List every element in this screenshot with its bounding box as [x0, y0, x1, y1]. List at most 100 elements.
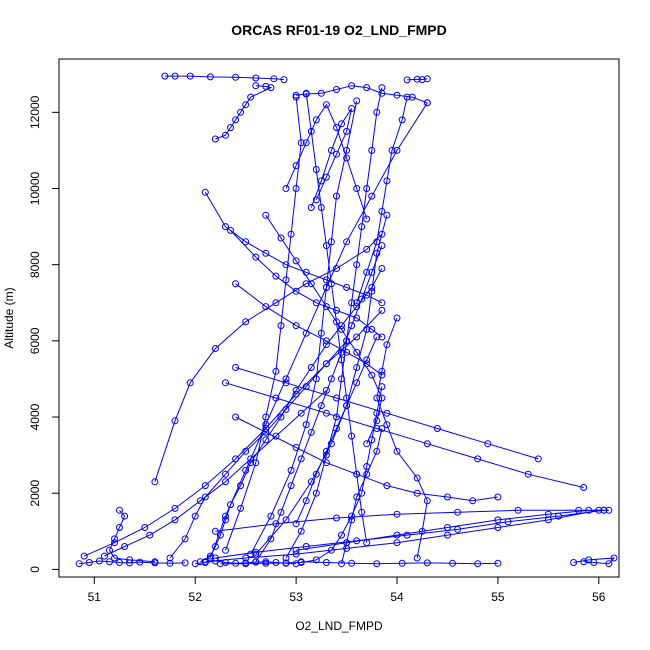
data-point: [237, 108, 245, 116]
data-point: [262, 249, 270, 257]
data-point: [378, 425, 386, 432]
data-point: [307, 204, 315, 211]
data-point: [494, 524, 502, 531]
series-line: [301, 561, 498, 565]
data-point: [348, 322, 356, 330]
data-point: [363, 539, 371, 547]
data-point: [267, 84, 275, 92]
data-point: [302, 89, 310, 97]
data-point: [403, 93, 411, 101]
data-point: [327, 375, 335, 383]
data-point: [312, 470, 320, 478]
series-line: [205, 509, 599, 563]
data-point: [413, 554, 421, 562]
data-point: [494, 559, 502, 567]
data-point: [373, 425, 381, 432]
data-point: [373, 249, 381, 257]
data-point: [307, 364, 315, 371]
data-point: [242, 447, 250, 455]
data-point: [247, 93, 255, 101]
data-point: [343, 238, 351, 246]
y-tick-label: 4000: [28, 403, 42, 430]
data-point: [262, 425, 270, 432]
data-point: [403, 531, 411, 539]
data-point: [378, 371, 386, 379]
data-point: [348, 559, 356, 567]
data-point: [322, 284, 330, 291]
data-point: [333, 318, 340, 326]
data-point: [348, 516, 356, 524]
data-point: [312, 299, 320, 307]
data-point: [327, 146, 335, 154]
data-point: [222, 470, 229, 478]
data-point: [317, 89, 325, 97]
data-point: [322, 559, 330, 566]
data-point: [222, 559, 229, 566]
data-point: [302, 421, 310, 429]
data-point: [363, 356, 371, 364]
data-point: [211, 135, 219, 143]
data-point: [333, 413, 340, 421]
data-point: [343, 154, 351, 162]
data-point: [280, 76, 288, 84]
data-point: [317, 177, 325, 185]
y-tick-label: 8000: [28, 251, 42, 278]
data-point: [368, 146, 376, 154]
data-point: [363, 440, 371, 448]
data-point: [338, 120, 345, 128]
data-point: [322, 337, 330, 345]
data-point: [227, 226, 234, 234]
data-point: [373, 238, 381, 246]
data-point: [307, 428, 315, 436]
data-point: [358, 489, 366, 497]
series-line: [235, 416, 498, 502]
data-point: [151, 558, 159, 566]
data-point: [378, 306, 386, 314]
data-point: [292, 390, 300, 398]
data-point: [282, 185, 290, 192]
data-point: [378, 367, 386, 375]
data-point: [267, 512, 275, 520]
data-point: [595, 506, 603, 514]
data-point: [333, 124, 340, 132]
data-point: [343, 539, 351, 547]
data-point: [358, 508, 366, 516]
data-point: [287, 230, 295, 238]
data-point: [312, 489, 320, 497]
data-point: [433, 425, 441, 432]
data-point: [333, 265, 340, 272]
data-point: [222, 516, 229, 524]
data-point: [297, 527, 305, 535]
series-line: [356, 96, 408, 303]
data-point: [277, 508, 285, 516]
data-point: [343, 127, 351, 135]
data-point: [454, 508, 462, 516]
data-point: [322, 360, 330, 368]
data-point: [353, 261, 361, 269]
data-point: [585, 506, 593, 514]
data-point: [333, 192, 340, 200]
data-point: [378, 265, 386, 272]
data-point: [575, 506, 583, 514]
data-point: [292, 386, 300, 394]
data-point: [353, 470, 361, 478]
data-point: [338, 375, 345, 383]
data-point: [206, 554, 214, 562]
data-point: [338, 325, 345, 333]
data-point: [378, 299, 386, 307]
series-line: [376, 317, 428, 559]
data-point: [348, 432, 356, 440]
data-point: [322, 276, 330, 284]
data-point: [474, 455, 482, 463]
data-point: [211, 557, 219, 565]
data-point: [373, 560, 381, 568]
data-point: [292, 550, 300, 558]
data-point: [222, 379, 229, 387]
data-point: [186, 379, 194, 387]
data-point: [343, 394, 351, 402]
data-point: [383, 341, 391, 349]
data-point: [85, 559, 93, 566]
series-line: [310, 108, 353, 208]
data-point: [312, 556, 320, 564]
data-point: [353, 185, 361, 192]
